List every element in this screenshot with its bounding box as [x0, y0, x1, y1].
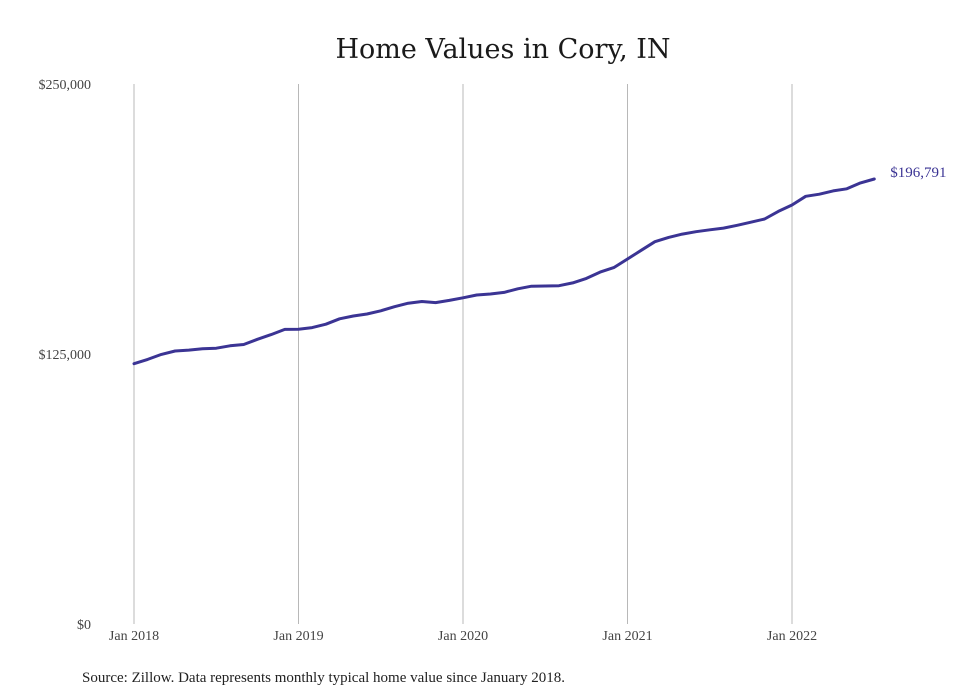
x-axis-tick-labels: Jan 2018 Jan 2019 Jan 2020 Jan 2021 Jan 2022: [109, 629, 817, 644]
home-value-line: [132, 177, 876, 366]
y-axis-tick-labels: $0 $125,000 $250,000: [39, 78, 92, 633]
x-tick-label: Jan 2019: [273, 629, 323, 644]
x-tick-label: Jan 2022: [767, 629, 817, 644]
source-note: Source: Zillow. Data represents monthly …: [82, 670, 565, 686]
latest-value-label: $196,791: [890, 165, 946, 181]
y-tick-label: $250,000: [39, 78, 92, 93]
chart-title: Home Values in Cory, IN: [335, 34, 670, 65]
vertical-gridlines: [133, 84, 793, 624]
x-tick-label: Jan 2020: [438, 629, 488, 644]
x-tick-label: Jan 2021: [602, 629, 652, 644]
y-tick-label: $125,000: [39, 348, 92, 363]
y-tick-label: $0: [77, 618, 91, 633]
x-tick-label: Jan 2018: [109, 629, 159, 644]
